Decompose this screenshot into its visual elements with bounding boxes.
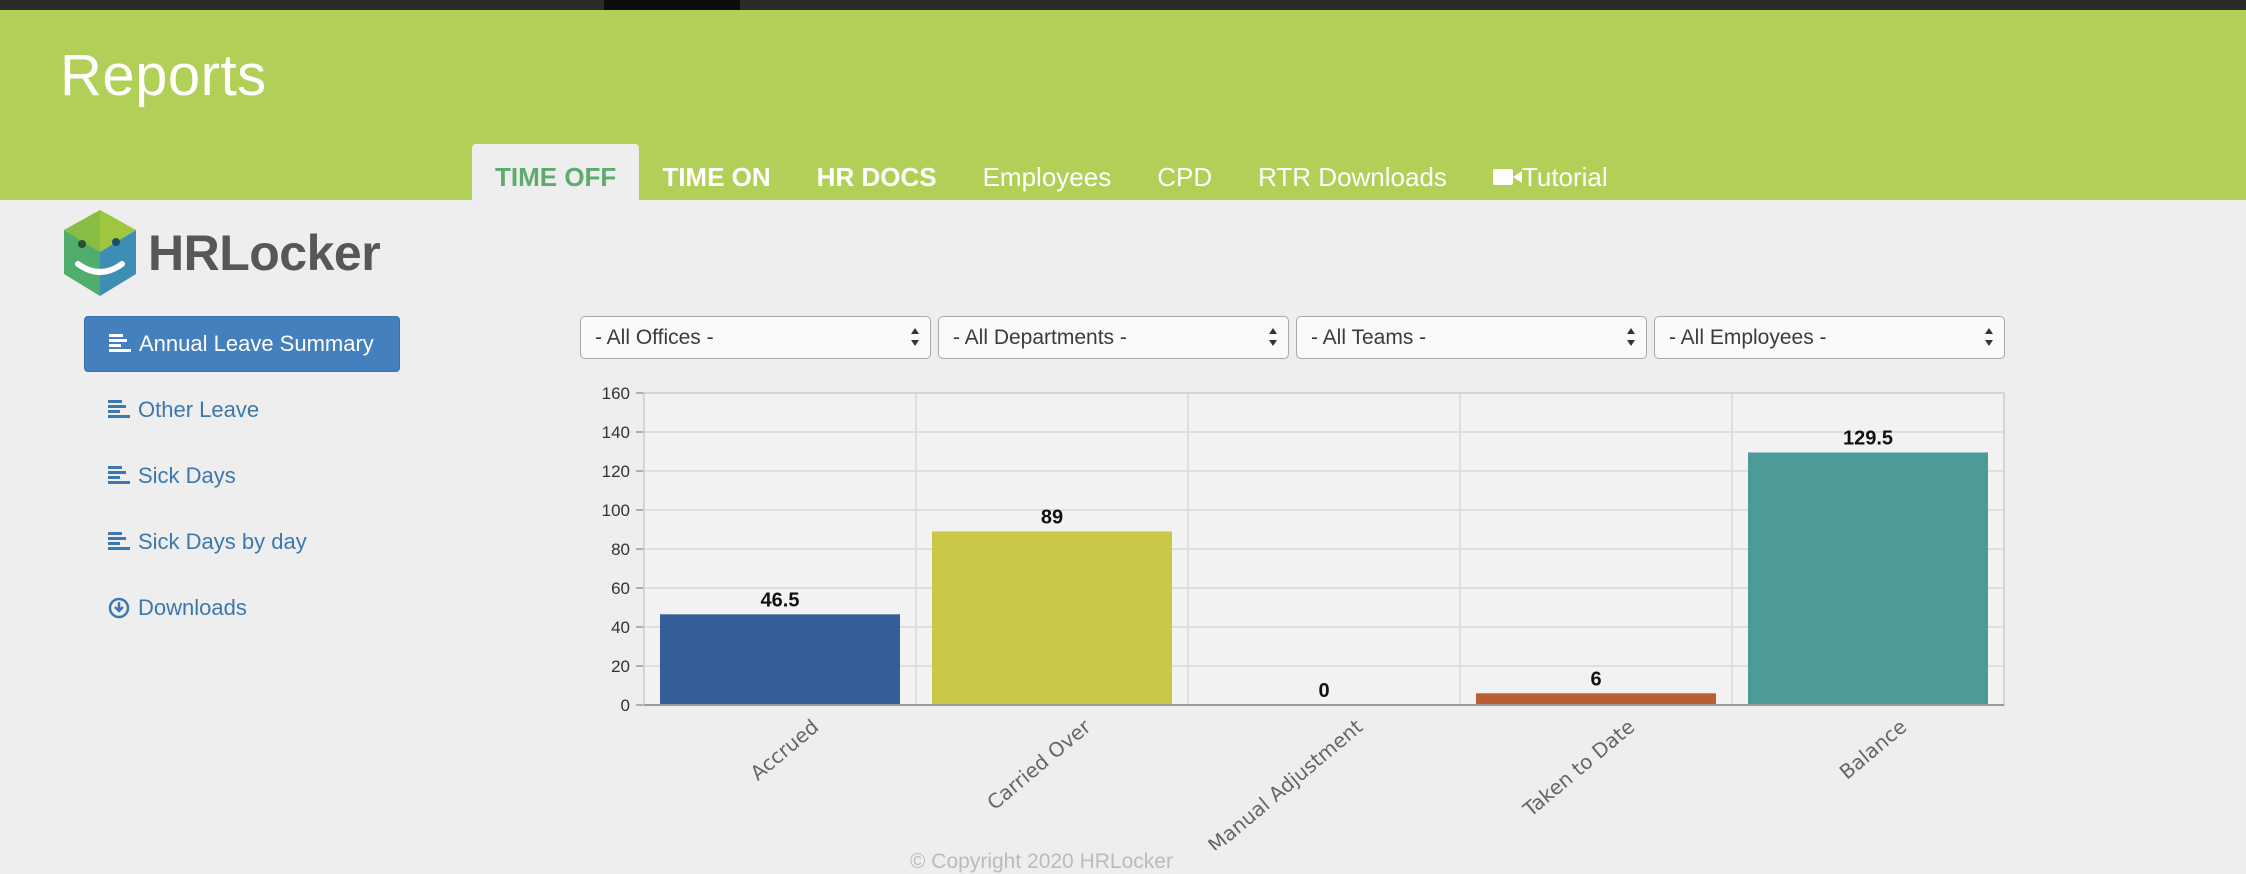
tab-rtr-downloads[interactable]: RTR Downloads [1235,144,1470,200]
sidebar-item-other-leave[interactable]: Other Leave [84,382,400,438]
video-camera-icon [1492,169,1522,185]
select-arrows-icon [1627,328,1635,346]
tab-time-off[interactable]: TIME OFF [472,144,640,200]
tab-tutorial[interactable]: Tutorial [1470,144,1631,200]
y-tick-label: 20 [611,657,630,676]
y-tick-label: 60 [611,579,630,598]
main-tabs: TIME OFF TIME ON HR DOCS Employees CPD R… [472,144,1631,200]
sidebar-item-sick-days-by-day[interactable]: Sick Days by day [84,514,400,570]
browser-tab-strip-segment [604,0,740,10]
list-icon [108,465,130,487]
hrlocker-cube-logo-icon [64,210,136,296]
list-icon [108,399,130,421]
download-circle-icon [108,597,130,619]
offices-select-value: - All Offices - [595,325,714,349]
y-tick-label: 160 [602,384,630,403]
y-tick-label: 140 [602,423,630,442]
bar-value-label: 89 [1041,506,1063,528]
page-title: Reports [60,43,267,108]
sidebar-item-label: Sick Days by day [138,529,307,554]
bar-accrued [660,614,900,705]
x-category-label: Accrued [746,714,824,785]
tab-hr-docs[interactable]: HR DOCS [794,144,960,200]
tab-label: CPD [1157,161,1213,192]
sidebar-item-sick-days[interactable]: Sick Days [84,448,400,504]
list-icon [108,531,130,553]
bar-value-label: 129.5 [1843,427,1893,449]
sidebar-item-label: Other Leave [138,397,260,422]
tab-label: RTR Downloads [1258,161,1447,192]
employees-select-value: - All Employees - [1669,325,1827,349]
copyright-text: © Copyright 2020 HRLocker [910,850,1173,873]
y-tick-label: 80 [611,540,630,559]
list-icon [109,333,131,355]
sidebar-item-label: Annual Leave Summary [139,331,374,356]
select-arrows-icon [1269,328,1277,346]
tab-label: Tutorial [1521,161,1608,192]
report-filters: - All Offices - - All Departments - - Al… [580,316,2012,359]
select-arrows-icon [1985,328,1993,346]
x-category-label: Taken to Date [1518,714,1640,821]
annual-leave-bar-chart: 02040608010012014016046.5Accrued89Carrie… [602,384,2005,850]
bar-carried-over [932,531,1172,705]
sidebar-item-annual-leave-summary[interactable]: Annual Leave Summary [84,316,400,372]
sidebar-item-label: Sick Days [138,463,236,488]
tab-label: TIME OFF [495,161,617,192]
bar-value-label: 46.5 [761,589,800,611]
report-sidebar: Annual Leave Summary Other Leave Sick Da… [84,316,400,646]
x-category-label: Manual Adjustment [1203,714,1367,850]
x-category-label: Carried Over [982,714,1096,815]
bar-balance [1748,452,1988,705]
x-category-label: Balance [1835,714,1912,784]
bar-value-label: 0 [1318,680,1329,702]
tab-label: Employees [982,161,1112,192]
tab-label: HR DOCS [816,161,937,192]
y-tick-label: 100 [602,501,630,520]
hrlocker-logo[interactable]: HRLocker [60,208,381,298]
sidebar-item-label: Downloads [138,595,247,620]
offices-select[interactable]: - All Offices - [580,316,931,359]
teams-select-value: - All Teams - [1311,325,1427,349]
departments-select[interactable]: - All Departments - [938,316,1289,359]
teams-select[interactable]: - All Teams - [1296,316,1647,359]
y-tick-label: 120 [602,462,630,481]
bar-taken-to-date [1476,693,1716,705]
y-tick-label: 40 [611,618,630,637]
tab-time-on[interactable]: TIME ON [639,144,793,200]
tab-employees[interactable]: Employees [960,144,1135,200]
employees-select[interactable]: - All Employees - [1654,316,2005,359]
departments-select-value: - All Departments - [953,325,1127,349]
bar-value-label: 6 [1590,668,1601,690]
y-tick-label: 0 [621,696,630,715]
tab-label: TIME ON [662,161,771,192]
browser-top-strip [0,0,2246,10]
logo-text: HRLocker [148,225,381,281]
sidebar-item-downloads[interactable]: Downloads [84,580,400,636]
tab-cpd[interactable]: CPD [1134,144,1235,200]
select-arrows-icon [911,328,919,346]
header-banner: Reports TIME OFF TIME ON HR DOCS Employe… [0,10,2246,200]
